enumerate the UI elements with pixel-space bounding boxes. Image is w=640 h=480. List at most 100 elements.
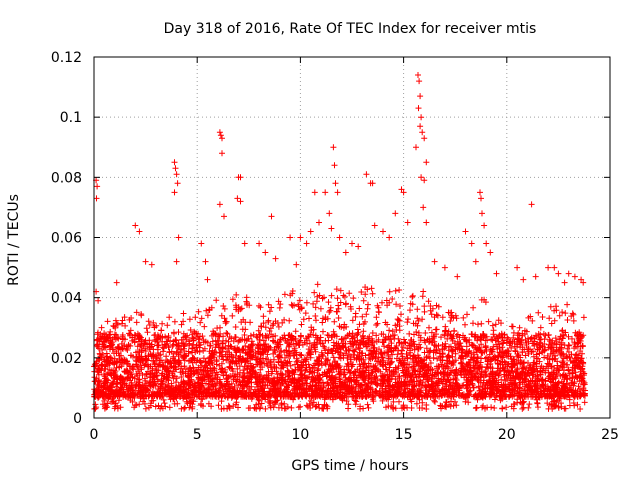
- data-point: [428, 329, 435, 336]
- data-point: [119, 332, 126, 338]
- data-point: [191, 328, 198, 335]
- data-point: [581, 399, 588, 406]
- data-point: [120, 345, 126, 352]
- data-point: [531, 335, 538, 342]
- data-points: [91, 72, 588, 412]
- data-point: [386, 327, 393, 334]
- data-point: [99, 386, 106, 393]
- data-point: [420, 374, 427, 381]
- data-point: [314, 357, 321, 363]
- data-point: [424, 376, 430, 383]
- data-point: [532, 332, 539, 339]
- data-point: [554, 362, 561, 369]
- data-point: [369, 290, 376, 297]
- data-point: [309, 378, 316, 385]
- data-point: [109, 346, 116, 353]
- data-point: [396, 327, 403, 334]
- data-point: [263, 361, 270, 368]
- data-point: [406, 330, 413, 337]
- data-point: [132, 332, 139, 339]
- data-point: [145, 318, 152, 325]
- data-point: [335, 348, 342, 355]
- data-point: [456, 342, 463, 349]
- data-point: [414, 306, 421, 313]
- data-point: [173, 379, 179, 386]
- data-point: [360, 365, 367, 372]
- data-point: [556, 336, 563, 343]
- data-point: [320, 353, 326, 359]
- data-point: [213, 393, 220, 400]
- data-point: [178, 363, 185, 370]
- data-point: [556, 312, 563, 319]
- data-point: [445, 352, 452, 359]
- data-point: [160, 345, 167, 352]
- data-point: [333, 286, 340, 293]
- data-point: [189, 397, 196, 403]
- data-point: [474, 337, 481, 344]
- data-point: [541, 354, 548, 361]
- data-point: [165, 333, 172, 339]
- data-point: [141, 340, 148, 347]
- data-point: [519, 332, 526, 339]
- data-point: [142, 348, 149, 354]
- data-point: [354, 331, 361, 338]
- data-point: [377, 368, 384, 375]
- data-point: [101, 403, 108, 410]
- data-point: [483, 333, 490, 340]
- data-point: [380, 373, 387, 380]
- data-point: [331, 318, 338, 325]
- data-point: [509, 389, 516, 396]
- data-point: [122, 322, 129, 329]
- data-point: [197, 400, 204, 407]
- data-point: [389, 296, 396, 302]
- data-point: [483, 371, 490, 378]
- data-point: [407, 337, 414, 344]
- data-point: [260, 320, 267, 327]
- data-point: [388, 340, 395, 347]
- data-point: [315, 384, 322, 391]
- data-point: [192, 380, 199, 387]
- data-point: [114, 405, 121, 412]
- data-point: [427, 360, 434, 366]
- data-point: [380, 389, 387, 396]
- data-point: [138, 341, 145, 348]
- data-point: [352, 385, 359, 392]
- data-point: [569, 369, 576, 376]
- data-point: [345, 401, 352, 408]
- data-point: [105, 391, 112, 398]
- data-point: [171, 360, 178, 367]
- data-point: [559, 328, 566, 335]
- data-point: [531, 342, 538, 349]
- data-point: [325, 299, 332, 306]
- data-point: [148, 391, 155, 398]
- data-point: [270, 386, 277, 393]
- data-point: [577, 406, 584, 412]
- data-point: [141, 400, 148, 407]
- data-point: [422, 330, 429, 336]
- data-point: [442, 327, 449, 334]
- data-point: [546, 315, 553, 322]
- data-point: [249, 342, 256, 349]
- data-point: [397, 303, 403, 309]
- data-point: [514, 335, 521, 342]
- data-point: [545, 332, 552, 339]
- data-point: [351, 397, 358, 404]
- data-point: [441, 373, 448, 380]
- data-point: [537, 324, 544, 331]
- data-point: [495, 353, 502, 360]
- data-point: [179, 392, 186, 399]
- data-point: [166, 348, 173, 355]
- data-point: [254, 344, 261, 351]
- data-point: [372, 374, 378, 381]
- data-point: [416, 371, 423, 378]
- data-point: [485, 318, 492, 325]
- data-point: [312, 382, 319, 389]
- data-point: [268, 304, 275, 311]
- data-point: [241, 363, 248, 370]
- data-point: [386, 355, 393, 362]
- data-point: [166, 404, 173, 411]
- data-point: [545, 373, 552, 380]
- data-point: [181, 363, 188, 370]
- data-point: [274, 371, 281, 378]
- data-point: [135, 366, 142, 373]
